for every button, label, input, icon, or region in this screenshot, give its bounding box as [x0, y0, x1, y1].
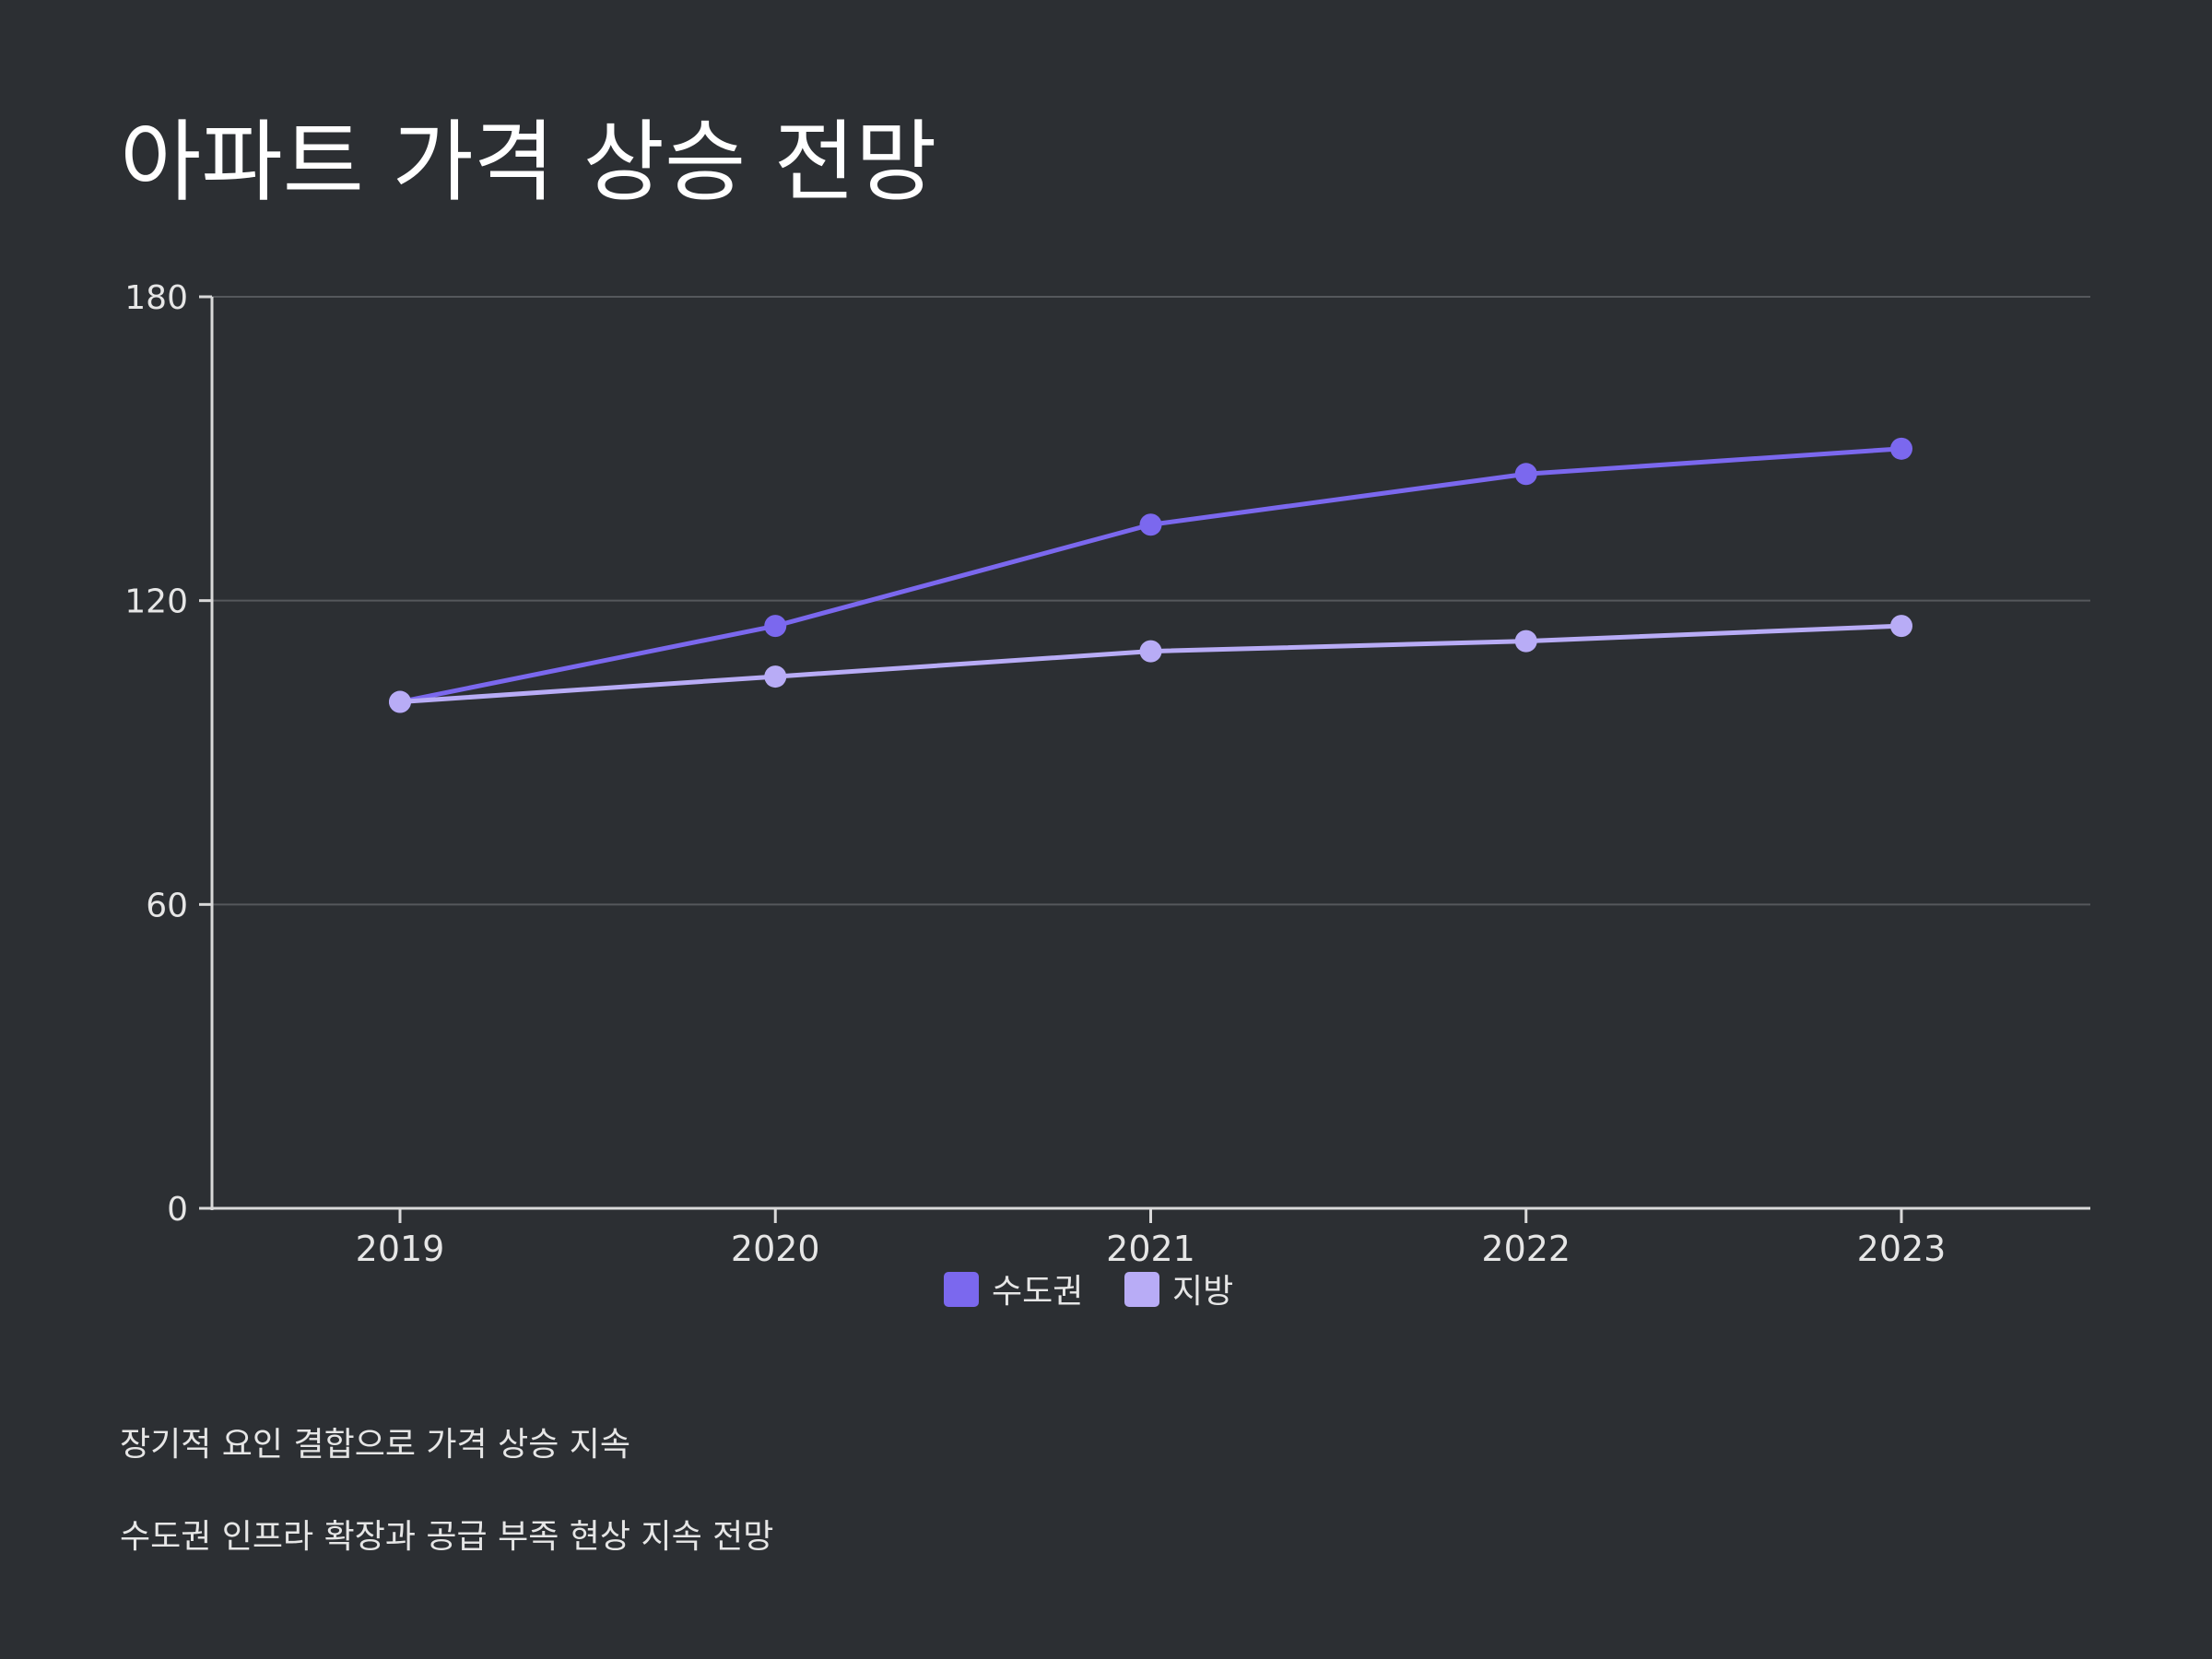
series-line-1 — [399, 623, 1902, 705]
data-point-1-2019 — [389, 690, 411, 713]
y-tick-label: 180 — [124, 279, 188, 317]
chart-title: 아파트 가격 상승 전망 — [120, 111, 937, 214]
data-point-1-2021 — [1139, 640, 1162, 663]
data-point-0-2021 — [1139, 513, 1162, 536]
data-point-0-2022 — [1514, 463, 1537, 486]
series — [389, 437, 1912, 713]
series-line-0 — [399, 446, 1902, 705]
y-tick-label: 120 — [124, 583, 188, 621]
y-tick-label: 0 — [167, 1191, 188, 1229]
x-tick-label: 2020 — [731, 1229, 820, 1269]
y-tick-label: 60 — [146, 887, 188, 924]
data-point-0-2023 — [1890, 437, 1912, 460]
data-point-1-2020 — [764, 665, 787, 688]
legend-label-1: 지방 — [1172, 1273, 1233, 1311]
data-point-0-2020 — [764, 615, 787, 638]
data-point-1-2023 — [1890, 615, 1912, 638]
legend: 수도권 지방 — [944, 1272, 1233, 1311]
data-point-1-2022 — [1514, 629, 1537, 653]
x-tick-label: 2019 — [356, 1229, 445, 1269]
axes: 0 60 120 180 2019 2020 2021 2022 2023 — [124, 279, 2090, 1269]
legend-swatch-0 — [944, 1272, 979, 1307]
note-1: 장기적 요인 결합으로 가격 상승 지속 — [120, 1426, 631, 1464]
x-tick-label: 2022 — [1481, 1229, 1571, 1269]
note-2: 수도권 인프라 확장과 공급 부족 현상 지속 전망 — [120, 1518, 774, 1556]
gridlines — [212, 296, 2090, 906]
x-tick-label: 2021 — [1106, 1229, 1195, 1269]
legend-label-0: 수도권 — [992, 1273, 1083, 1311]
legend-swatch-1 — [1124, 1272, 1159, 1307]
x-tick-label: 2023 — [1857, 1229, 1947, 1269]
